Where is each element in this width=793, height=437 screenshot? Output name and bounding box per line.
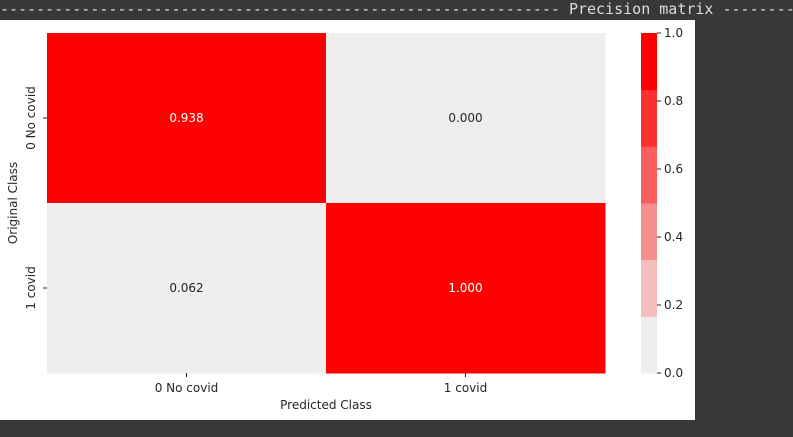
colorbar-segment-3 — [641, 146, 657, 204]
colorbar-segment-2 — [641, 203, 657, 261]
colorbar-segment-4 — [641, 89, 657, 147]
heatmap-cell-1-1 — [326, 203, 606, 374]
y-tick-label-1: 1 covid — [24, 266, 38, 309]
colorbar-segment-1 — [641, 259, 657, 317]
header-dashes-right: ---------------- — [722, 0, 793, 18]
colorbar-tick-label-4: 0.8 — [664, 94, 683, 108]
colorbar-tick-label-5: 1.0 — [664, 26, 683, 40]
heatmap-cell-1-0 — [47, 203, 327, 374]
colorbar-tick-label-0: 0.0 — [664, 366, 683, 380]
colorbar-tick-label-3: 0.6 — [664, 162, 683, 176]
colorbar-tick-label-2: 0.4 — [664, 230, 683, 244]
header-title: Precision matrix — [568, 0, 714, 18]
y-tick-label-0: 0 No covid — [24, 86, 38, 150]
heatmap-cell-0-1 — [326, 33, 606, 204]
console-header: ----------------------------------------… — [0, 0, 793, 20]
colorbar-segment-0 — [641, 316, 657, 374]
x-axis-label: Predicted Class — [280, 398, 372, 412]
x-tick-label-1: 1 covid — [444, 381, 487, 395]
heatmap-cell-0-0 — [47, 33, 327, 204]
y-axis-label: Original Class — [6, 162, 20, 244]
cell-label-0-0: 0.938 — [169, 111, 203, 125]
cell-label-0-1: 0.000 — [448, 111, 482, 125]
colorbar-tick-label-1: 0.2 — [664, 298, 683, 312]
plot-area: 0.938 0.000 0.062 1.000 0.0 0.2 0.4 0.6 0.8 1.0 … — [0, 20, 695, 420]
cell-label-1-1: 1.000 — [448, 281, 482, 295]
header-dashes-left: ----------------------------------------… — [0, 0, 560, 18]
cell-label-1-0: 0.062 — [169, 281, 203, 295]
x-tick-label-0: 0 No covid — [155, 381, 219, 395]
colorbar-segment-5 — [641, 33, 657, 91]
